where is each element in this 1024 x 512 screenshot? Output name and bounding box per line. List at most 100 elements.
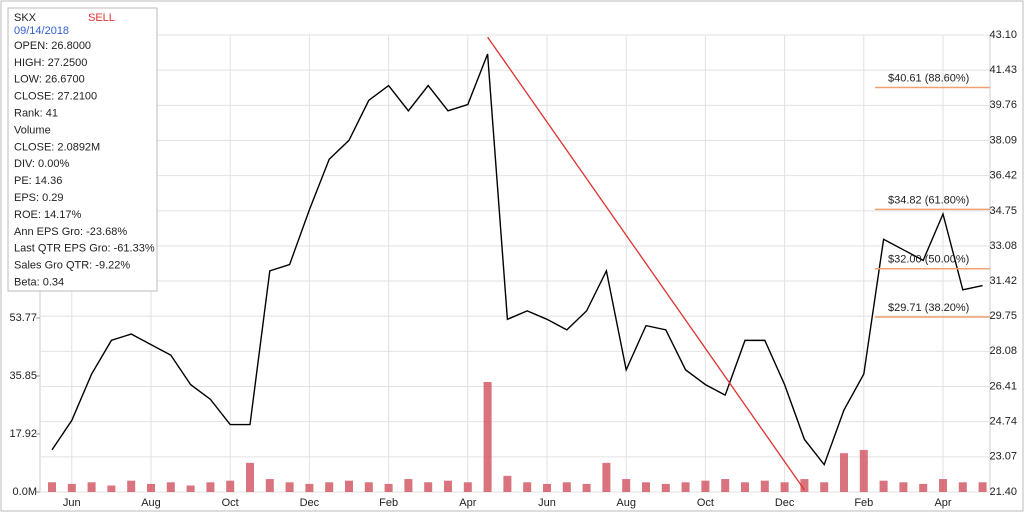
- info-line: Rank: 41: [14, 108, 58, 120]
- x-tick-label: Dec: [775, 497, 795, 509]
- y-tick-label: 24.74: [989, 416, 1017, 428]
- volume-bar: [543, 483, 551, 492]
- grid: 43.10 41.43 39.76 38.09 36.42 34.75 33.08 31.42…: [9, 29, 1017, 509]
- volume-bar: [48, 482, 56, 492]
- symbol: SKX: [14, 12, 37, 24]
- y-tick-label: 23.07: [989, 451, 1017, 463]
- info-line: EPS: 0.29: [14, 192, 64, 204]
- x-tick-label: Jun: [63, 497, 81, 509]
- info-line: OPEN: 26.8000: [14, 40, 91, 52]
- y-tick-label: 43.10: [989, 29, 1017, 41]
- volume-bar: [166, 482, 175, 492]
- y-tick-label: 38.09: [989, 134, 1017, 146]
- volume-bar: [305, 483, 314, 492]
- volume-bar: [681, 482, 690, 492]
- y2-tick-label: 35.85: [9, 370, 37, 382]
- x-tick-label: Jun: [538, 497, 556, 509]
- volume-bar: [87, 482, 96, 492]
- volume-bar: [859, 449, 868, 492]
- info-box: SKX SELL 09/14/2018 OPEN: 26.8000 HIGH: 2…: [7, 7, 158, 292]
- y2-tick-label: 17.92: [9, 428, 37, 440]
- volume-bar: [444, 480, 452, 492]
- y-tick-label: 41.43: [989, 64, 1017, 76]
- x-tick-label: Oct: [697, 497, 714, 509]
- info-line: Volume: [14, 124, 51, 136]
- volume-bar: [840, 453, 848, 492]
- volume-bar: [424, 482, 433, 492]
- volume-bar: [622, 479, 631, 492]
- volume-bar: [602, 462, 611, 492]
- info-line: HIGH: 27.2500: [14, 57, 87, 69]
- volume-bar: [226, 480, 235, 492]
- x-tick-label: Feb: [379, 497, 398, 509]
- info-line: CLOSE: 27.2100: [14, 91, 97, 103]
- volume-bar: [107, 485, 116, 492]
- volume-bar: [246, 462, 254, 492]
- volume-bar: [721, 479, 730, 492]
- info-line: ROE: 14.17%: [14, 209, 81, 221]
- volume-bar: [285, 482, 294, 492]
- volume-bar: [741, 482, 749, 492]
- volume-bar: [345, 480, 353, 492]
- volume-bar: [384, 483, 393, 492]
- volume-bar: [523, 482, 532, 492]
- info-line: DIV: 0.00%: [14, 158, 69, 170]
- volume-bar: [463, 482, 472, 492]
- volume-bar: [186, 485, 195, 492]
- volume-bar: [206, 482, 215, 492]
- y2-tick-label: 53.77: [9, 312, 37, 324]
- fib-label: $32.00 (50.00%): [888, 254, 969, 266]
- info-line: PE: 14.36: [14, 175, 62, 187]
- volume-bar: [325, 482, 334, 492]
- fib-label: $40.61 (88.60%): [888, 72, 969, 84]
- volume-bar: [582, 483, 591, 492]
- volume-bar: [919, 483, 928, 492]
- volume-bar: [958, 482, 967, 492]
- x-tick-label: Aug: [141, 497, 161, 509]
- volume-bar: [820, 482, 829, 492]
- volume-bar: [701, 480, 710, 492]
- volume-bar: [147, 483, 155, 492]
- volume-bar: [503, 475, 512, 492]
- y-tick-label: 34.75: [989, 205, 1017, 217]
- y-tick-label: 33.08: [989, 240, 1017, 252]
- info-line: Beta: 0.34: [14, 277, 64, 289]
- info-line: Sales Gro QTR: -9.22%: [14, 260, 130, 272]
- volume-bar: [879, 480, 888, 492]
- y2-tick-label: 0.0M: [13, 486, 37, 498]
- volume-bar: [760, 480, 769, 492]
- marks: $40.61 (88.60%) $34.82 (61.80%) $32.00 (50…: [48, 36, 990, 492]
- volume-bar: [780, 482, 789, 492]
- volume-bar: [939, 479, 947, 492]
- info-box-frame: [7, 7, 158, 292]
- volume-bar: [661, 483, 670, 492]
- y-tick-label: 26.41: [989, 380, 1017, 392]
- volume-bar: [642, 482, 650, 492]
- fib-label: $29.71 (38.20%): [888, 302, 969, 314]
- volume-bar: [265, 479, 274, 492]
- x-tick-label: Oct: [222, 497, 239, 509]
- x-tick-label: Apr: [459, 497, 476, 509]
- trend-line: [487, 36, 805, 491]
- y-tick-label: 39.76: [989, 99, 1017, 111]
- x-tick-label: Apr: [934, 497, 951, 509]
- signal: SELL: [88, 12, 115, 24]
- volume-bar: [127, 480, 136, 492]
- info-line: LOW: 26.6700: [14, 74, 85, 86]
- volume-bar: [364, 482, 373, 492]
- y-tick-label: 31.42: [989, 275, 1017, 287]
- x-tick-label: Feb: [854, 497, 873, 509]
- volume-bar: [562, 482, 571, 492]
- volume-bar: [404, 479, 413, 492]
- price-line: [51, 53, 983, 467]
- y-tick-label: 28.08: [989, 345, 1017, 357]
- info-line: CLOSE: 2.0892M: [14, 141, 100, 153]
- volume-bar: [800, 479, 809, 492]
- y-tick-label: 21.40: [989, 486, 1017, 498]
- fib-label: $34.82 (61.80%): [888, 194, 969, 206]
- volume-bar: [67, 483, 76, 492]
- volume-bar: [978, 482, 987, 492]
- info-line: Ann EPS Gro: -23.68%: [14, 226, 127, 238]
